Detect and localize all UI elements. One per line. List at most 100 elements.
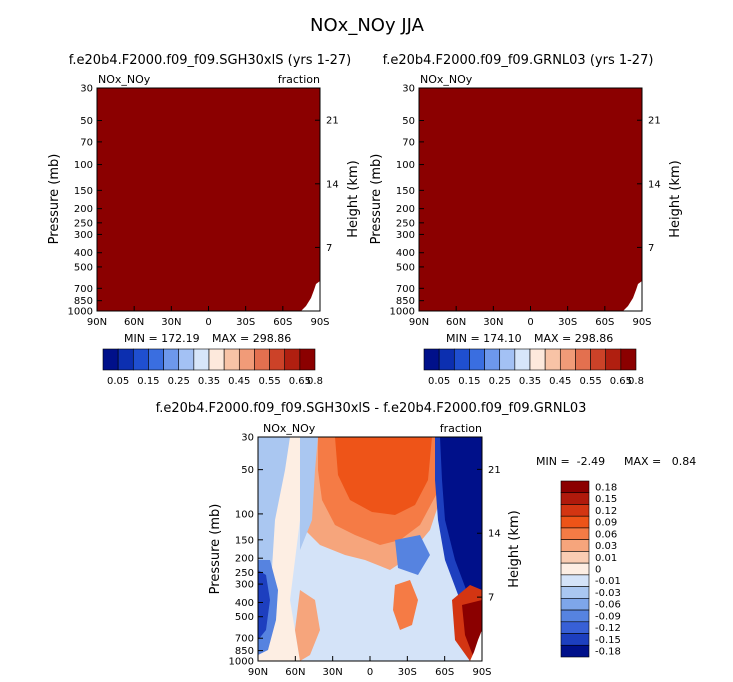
p3-ytick-label: 300 bbox=[235, 580, 254, 591]
p2-ytick-label: 700 bbox=[396, 284, 415, 295]
p2-colorbar-label: 0.15 bbox=[458, 376, 480, 387]
panel-1-title: f.e20b4.F2000.f09_f09.SGH30xlS (yrs 1-27… bbox=[69, 53, 351, 68]
p3-colorbar-label: -0.06 bbox=[595, 600, 621, 611]
panel-2-surface-mask bbox=[623, 281, 642, 311]
p2-colorbar-swatch bbox=[484, 348, 501, 371]
p3-ytick-label: 700 bbox=[235, 634, 254, 645]
panel-2-plot-area bbox=[419, 88, 642, 311]
p1-colorbar-swatch bbox=[299, 348, 316, 371]
p3-rtick-label: 7 bbox=[488, 593, 494, 604]
p2-xtick-label: 90S bbox=[632, 317, 651, 328]
p2-xtick-label: 60S bbox=[595, 317, 614, 328]
p1-ytick-label: 50 bbox=[80, 116, 93, 127]
p2-colorbar-label: 0.25 bbox=[489, 376, 511, 387]
diff-band-light-blue-streak bbox=[300, 437, 318, 550]
p2-ytick-label: 850 bbox=[396, 296, 415, 307]
p1-colorbar-swatch bbox=[223, 348, 240, 371]
p1-colorbar-swatch bbox=[163, 348, 180, 371]
p2-ytick-label: 200 bbox=[396, 204, 415, 215]
p1-colorbar-swatch bbox=[254, 348, 270, 371]
p3-colorbar-label: -0.18 bbox=[595, 647, 621, 658]
p1-xtick-label: 90N bbox=[87, 317, 107, 328]
p3-rtick-label: 14 bbox=[488, 529, 501, 540]
p3-ytick-label: 30 bbox=[241, 433, 254, 444]
p3-xtick-label: 90N bbox=[248, 667, 268, 678]
p3-xtick-label: 60S bbox=[435, 667, 454, 678]
p2-xtick-label: 60N bbox=[446, 317, 466, 328]
p1-colorbar-swatch bbox=[238, 348, 255, 371]
p1-colorbar-swatch bbox=[178, 348, 195, 371]
p3-colorbar-label: -0.03 bbox=[595, 588, 621, 599]
panel-1-min: MIN = 172.19 bbox=[124, 332, 200, 345]
p1-xtick-label: 60S bbox=[273, 317, 292, 328]
p1-colorbar-swatch bbox=[193, 348, 210, 371]
p2-xtick-label: 30S bbox=[558, 317, 577, 328]
p1-ytick-label: 70 bbox=[80, 137, 93, 148]
p1-rtick-label: 7 bbox=[326, 243, 332, 254]
p1-ytick-label: 500 bbox=[74, 262, 93, 273]
p2-colorbar-label: 0.35 bbox=[519, 376, 541, 387]
p1-ytick-label: 200 bbox=[74, 204, 93, 215]
panel-2-left-label: NOx_NOy bbox=[420, 73, 473, 86]
p3-colorbar-swatch bbox=[560, 609, 590, 623]
panel-3-max: MAX = 0.84 bbox=[624, 455, 696, 468]
panel-3-title: f.e20b4.F2000.f09_f09.SGH30xlS - f.e20b4… bbox=[156, 401, 587, 416]
p3-ytick-label: 1000 bbox=[229, 657, 254, 668]
panel-sgh30xls: f.e20b4.F2000.f09_f09.SGH30xlS (yrs 1-27… bbox=[47, 53, 361, 387]
panel-1-left-label: NOx_NOy bbox=[98, 73, 151, 86]
p2-xtick-label: 0 bbox=[527, 317, 533, 328]
p2-colorbar-label: 0.8 bbox=[628, 376, 644, 387]
p1-colorbar-label: 0.8 bbox=[307, 376, 323, 387]
p2-xtick-label: 90N bbox=[409, 317, 429, 328]
p2-colorbar-swatch bbox=[529, 348, 546, 371]
p3-xtick-label: 90S bbox=[472, 667, 491, 678]
panel-3-ylabel: Pressure (mb) bbox=[208, 504, 223, 595]
p1-ytick-label: 100 bbox=[74, 160, 93, 171]
p2-colorbar-label: 0.05 bbox=[428, 376, 450, 387]
panel-difference: f.e20b4.F2000.f09_f09.SGH30xlS - f.e20b4… bbox=[156, 401, 697, 678]
p2-colorbar-swatch bbox=[514, 348, 531, 371]
p3-colorbar-label: -0.12 bbox=[595, 623, 621, 634]
p2-colorbar-swatch bbox=[590, 348, 607, 371]
p2-colorbar-swatch bbox=[620, 348, 637, 371]
p3-xtick-label: 0 bbox=[367, 667, 373, 678]
p3-colorbar-label: 0.01 bbox=[595, 553, 617, 564]
panel-1-max: MAX = 298.86 bbox=[212, 332, 291, 345]
p1-rtick-label: 14 bbox=[326, 179, 339, 190]
p1-xtick-label: 60N bbox=[124, 317, 144, 328]
panel-grnl03: f.e20b4.F2000.f09_f09.GRNL03 (yrs 1-27) … bbox=[369, 53, 683, 387]
p1-colorbar-label: 0.25 bbox=[168, 376, 190, 387]
p3-rtick-label: 21 bbox=[488, 465, 501, 476]
p1-colorbar-label: 0.55 bbox=[258, 376, 280, 387]
p1-xtick-label: 30N bbox=[161, 317, 181, 328]
panel-2-max: MAX = 298.86 bbox=[534, 332, 613, 345]
p2-ytick-label: 400 bbox=[396, 248, 415, 259]
p1-ytick-label: 300 bbox=[74, 230, 93, 241]
p1-colorbar-label: 0.35 bbox=[198, 376, 220, 387]
p2-colorbar-swatch bbox=[423, 348, 440, 371]
p1-ytick-label: 400 bbox=[74, 248, 93, 259]
p3-xtick-label: 30S bbox=[398, 667, 417, 678]
p3-ytick-label: 500 bbox=[235, 612, 254, 623]
p3-colorbar-swatch bbox=[560, 480, 590, 494]
p1-ytick-label: 700 bbox=[74, 284, 93, 295]
p3-xtick-label: 60N bbox=[285, 667, 305, 678]
panel-3-min: MIN = -2.49 bbox=[536, 455, 605, 468]
panel-1-ylabel-right: Height (km) bbox=[346, 160, 361, 237]
p2-colorbar-swatch bbox=[469, 348, 485, 371]
p1-colorbar-swatch bbox=[102, 348, 119, 371]
p2-colorbar-label: 0.45 bbox=[549, 376, 571, 387]
p3-ytick-label: 250 bbox=[235, 568, 254, 579]
figure-title: NOx_NOy JJA bbox=[310, 15, 425, 36]
p2-ytick-label: 250 bbox=[396, 218, 415, 229]
p1-colorbar-label: 0.05 bbox=[107, 376, 129, 387]
p3-colorbar-swatch bbox=[560, 492, 590, 505]
p1-colorbar-swatch bbox=[269, 348, 286, 371]
p2-rtick-label: 21 bbox=[648, 116, 661, 127]
p3-colorbar-swatch bbox=[560, 574, 590, 587]
diff-band-orange-lower-left bbox=[295, 590, 320, 661]
panel-3-surface-mask bbox=[470, 630, 482, 661]
p1-colorbar-label: 0.65 bbox=[289, 376, 311, 387]
p2-xtick-label: 30N bbox=[483, 317, 503, 328]
